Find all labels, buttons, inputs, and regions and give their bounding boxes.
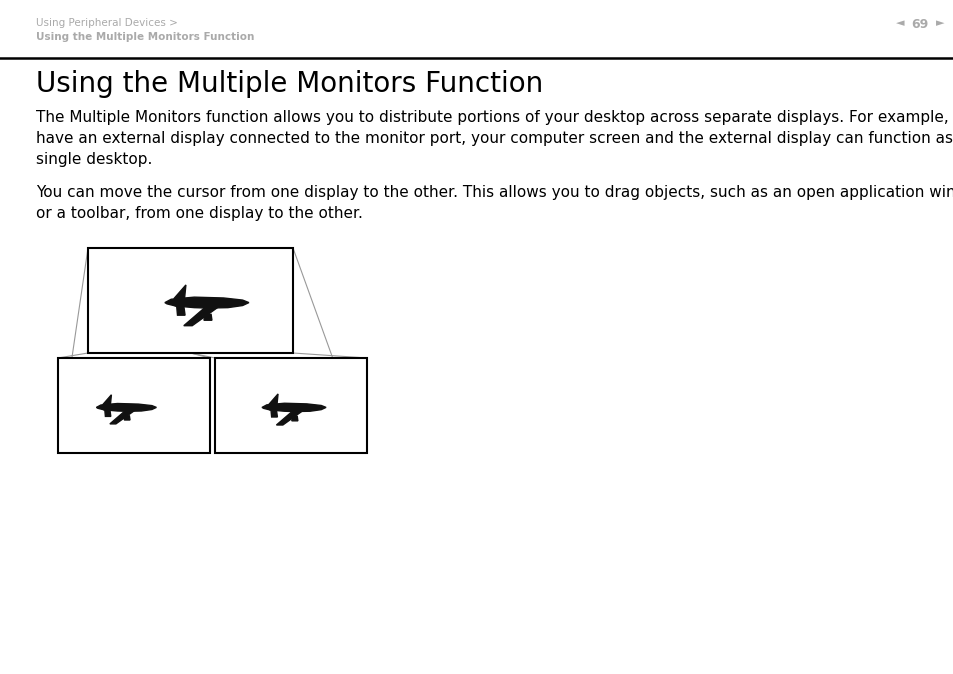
Polygon shape [262,403,326,412]
Polygon shape [96,404,156,411]
Bar [58,358,210,453]
Text: Using the Multiple Monitors Function: Using the Multiple Monitors Function [36,32,254,42]
Polygon shape [176,306,185,315]
Polygon shape [174,285,186,306]
Polygon shape [276,407,302,425]
Text: Using Peripheral Devices >: Using Peripheral Devices > [36,18,177,28]
Polygon shape [105,410,111,417]
Text: Using the Multiple Monitors Function: Using the Multiple Monitors Function [36,70,542,98]
Polygon shape [271,410,277,417]
Polygon shape [110,407,133,424]
Polygon shape [204,314,212,320]
Polygon shape [184,303,217,326]
Text: 69: 69 [910,18,927,31]
Polygon shape [124,416,130,420]
Bar [214,358,367,453]
Polygon shape [292,417,297,421]
Text: ◄: ◄ [895,18,903,28]
Text: You can move the cursor from one display to the other. This allows you to drag o: You can move the cursor from one display… [36,185,953,221]
Bar [88,248,293,353]
Text: The Multiple Monitors function allows you to distribute portions of your desktop: The Multiple Monitors function allows yo… [36,110,953,167]
Polygon shape [103,395,112,410]
Polygon shape [269,394,277,410]
Text: ►: ► [935,18,943,28]
Polygon shape [165,297,249,308]
